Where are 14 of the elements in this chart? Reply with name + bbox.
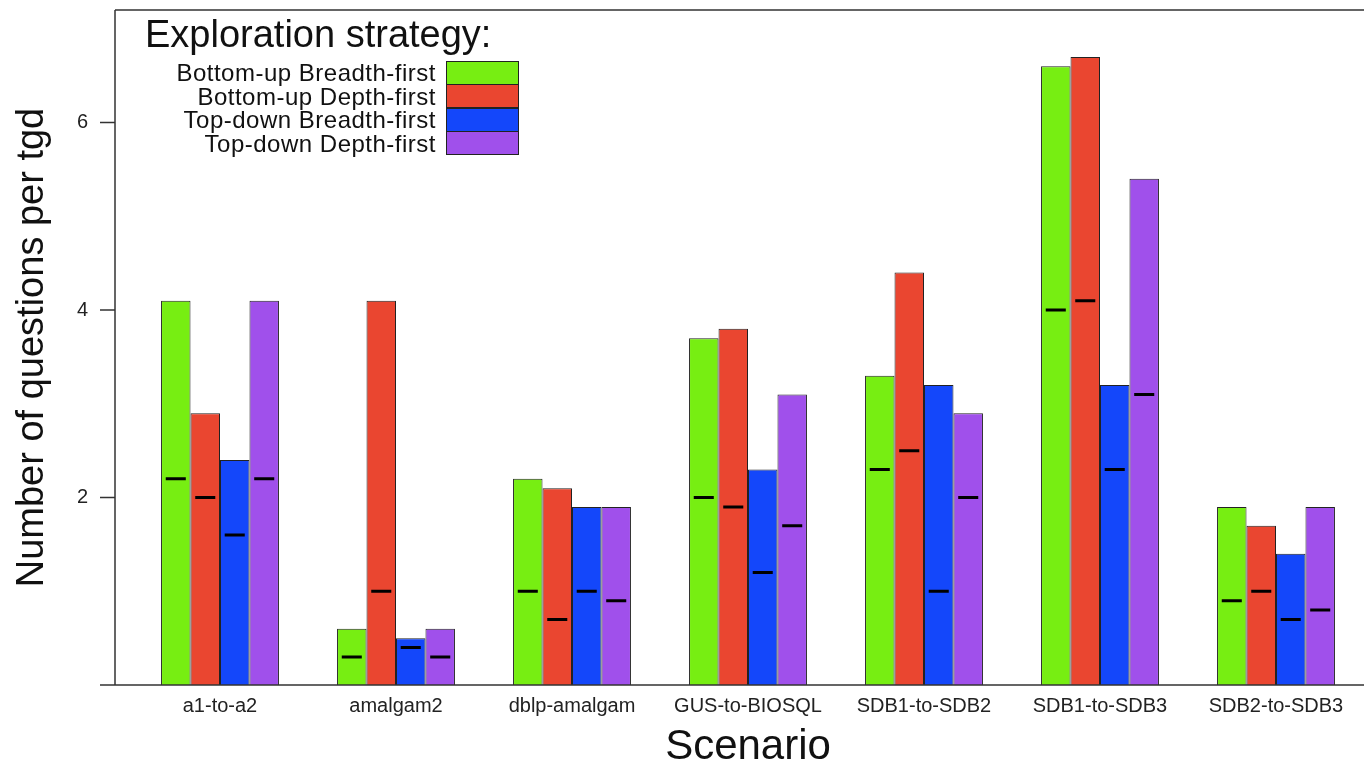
y-tick-label: 2: [76, 485, 88, 508]
x-tick-label: a1-to-a2: [182, 693, 258, 716]
y-tick-label: 4: [76, 297, 88, 320]
legend-label: Bottom-up Breadth-first: [175, 59, 436, 86]
y-axis-title: Number of questions per tgd: [9, 107, 52, 588]
y-tick-label: 6: [76, 110, 88, 133]
x-tick-label: SDB2-to-SDB3: [1208, 693, 1344, 716]
x-tick-label: SDB1-to-SDB2: [856, 693, 992, 716]
legend-title: Exploration strategy:: [145, 13, 493, 55]
x-tick-label: GUS-to-BIOSQL: [674, 693, 822, 716]
x-tick-label: amalgam2: [349, 693, 443, 716]
x-tick-label: dblp-amalgam: [508, 693, 636, 716]
x-axis-title: Scenario: [665, 720, 831, 768]
x-tick-label: SDB1-to-SDB3: [1032, 693, 1168, 716]
